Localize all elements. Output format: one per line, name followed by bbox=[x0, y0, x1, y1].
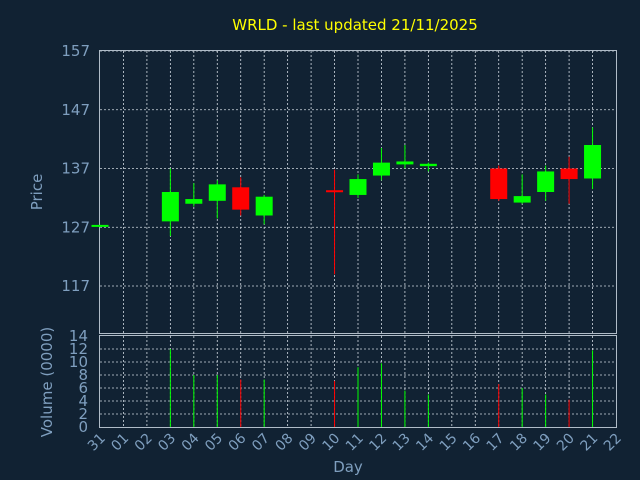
x-tick-label: 05 bbox=[202, 431, 226, 455]
price-tick-label: 137 bbox=[61, 160, 90, 178]
x-tick-label: 22 bbox=[601, 431, 625, 455]
x-tick-label: 09 bbox=[296, 431, 320, 455]
x-axis-label: Day bbox=[333, 458, 363, 476]
price-axis-ticks: 117 127 137 147 157 bbox=[61, 42, 90, 295]
x-tick-label: 31 bbox=[85, 431, 109, 455]
candle-body bbox=[326, 190, 344, 193]
chart-title: WRLD - last updated 21/11/2025 bbox=[232, 16, 478, 34]
candle-body bbox=[490, 168, 508, 200]
x-tick-label: 16 bbox=[460, 430, 484, 454]
candle-body bbox=[208, 184, 226, 201]
candle-body bbox=[396, 161, 414, 165]
x-tick-label: 14 bbox=[413, 430, 437, 454]
x-tick-label: 13 bbox=[390, 431, 414, 455]
price-tick-label: 157 bbox=[61, 42, 90, 60]
candle-body bbox=[513, 196, 531, 203]
candle-body bbox=[372, 162, 390, 176]
candles bbox=[91, 127, 602, 275]
volume-panel-frame bbox=[99, 335, 617, 428]
candle-body bbox=[161, 192, 179, 222]
volume-axis-label: Volume (0000) bbox=[38, 327, 56, 437]
volume-tick-label: 0 bbox=[78, 418, 88, 436]
x-tick-label: 12 bbox=[366, 431, 390, 455]
x-axis-ticks: 31 01 02 03 04 05 06 07 08 09 10 11 12 13 14 15 16 17 18 19… bbox=[85, 430, 625, 454]
candle-body bbox=[419, 163, 437, 167]
x-tick-label: 06 bbox=[226, 430, 250, 454]
candle-body bbox=[349, 179, 367, 195]
price-tick-label: 127 bbox=[61, 218, 90, 236]
y-axis-label: Price bbox=[28, 174, 46, 211]
x-tick-label: 02 bbox=[132, 431, 156, 455]
x-tick-label: 07 bbox=[249, 431, 273, 455]
volume-tick-label: 10 bbox=[69, 353, 88, 371]
volume-tick-label: 8 bbox=[78, 366, 88, 384]
x-tick-label: 01 bbox=[108, 431, 132, 455]
price-tick-label: 117 bbox=[61, 277, 90, 295]
x-tick-label: 15 bbox=[437, 431, 461, 455]
volume-tick-label: 2 bbox=[78, 405, 88, 423]
x-tick-label: 20 bbox=[554, 431, 578, 455]
candle-body bbox=[185, 199, 203, 204]
volume-tick-label: 6 bbox=[78, 379, 88, 397]
candle-body bbox=[560, 168, 578, 180]
x-tick-label: 10 bbox=[319, 431, 343, 455]
volume-tick-label: 14 bbox=[69, 327, 88, 345]
x-tick-label: 08 bbox=[273, 431, 297, 455]
candle-body bbox=[91, 224, 109, 227]
volume-tick-label: 4 bbox=[78, 392, 88, 410]
price-panel-frame bbox=[99, 50, 617, 334]
x-tick-label: 11 bbox=[343, 431, 367, 455]
x-tick-label: 03 bbox=[155, 431, 179, 455]
price-tick-label: 147 bbox=[61, 101, 90, 119]
candle-body bbox=[232, 187, 250, 210]
candle-body bbox=[255, 196, 273, 216]
volume-bars bbox=[169, 349, 594, 427]
x-tick-label: 18 bbox=[507, 431, 531, 455]
candle-body bbox=[584, 145, 602, 179]
candle-body bbox=[537, 171, 555, 192]
x-tick-label: 04 bbox=[179, 430, 203, 454]
x-tick-label: 17 bbox=[484, 431, 508, 455]
volume-tick-label: 12 bbox=[69, 340, 88, 358]
x-tick-label: 19 bbox=[531, 431, 555, 455]
x-tick-label: 21 bbox=[577, 431, 601, 455]
